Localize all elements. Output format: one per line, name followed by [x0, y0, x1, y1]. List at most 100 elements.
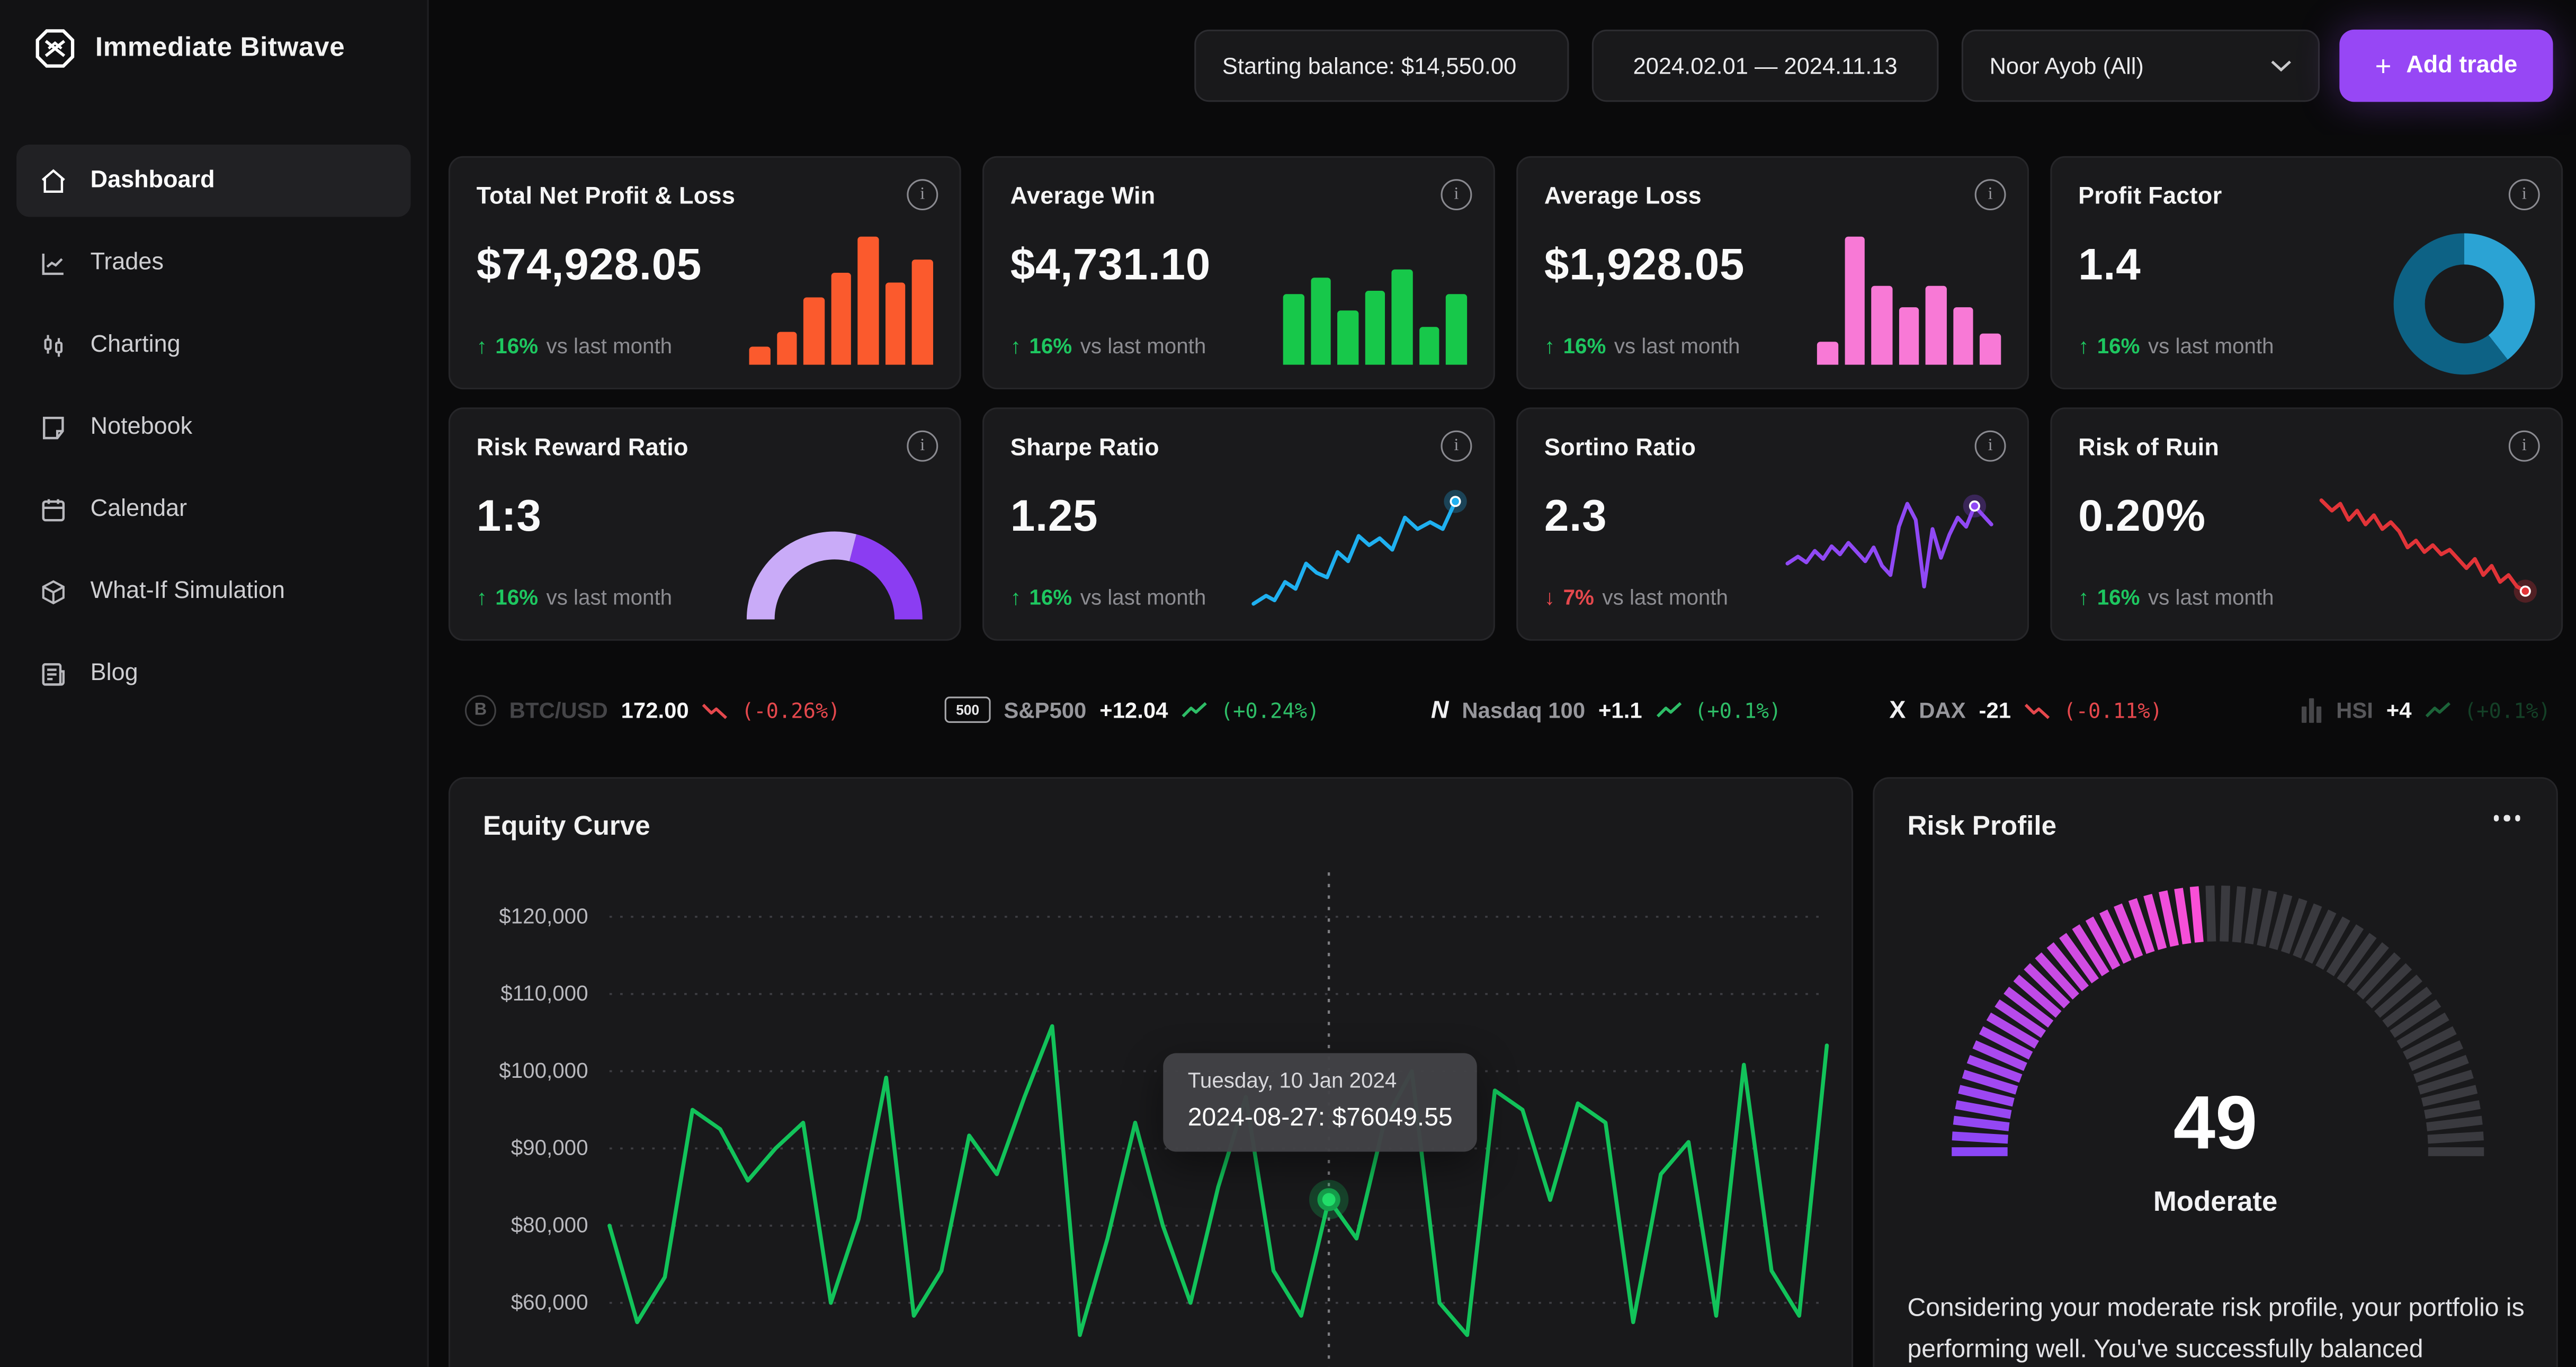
- account-dropdown-label: Noor Ayob (All): [1989, 52, 2144, 79]
- date-range-picker[interactable]: 2024.02.01 — 2024.11.13: [1591, 29, 1939, 102]
- ticker-symbol: Nasdaq 100: [1462, 697, 1586, 722]
- delta-percent: 16%: [1029, 585, 1072, 610]
- ticker-item-hsi: HSI +4 (+0.1%): [2300, 674, 2551, 746]
- card-value: $1,928.05: [1544, 239, 1745, 289]
- sidebar-item-charting[interactable]: Charting: [16, 309, 410, 381]
- delta-note: vs last month: [1080, 585, 1206, 610]
- more-options-icon[interactable]: [2484, 802, 2530, 835]
- info-icon[interactable]: [1974, 179, 2006, 211]
- sidebar-item-blog[interactable]: Blog: [16, 638, 410, 710]
- y-axis-label: $100,000: [499, 1058, 588, 1083]
- delta-note: vs last month: [1080, 333, 1206, 359]
- card-risk-of-ruin: Risk of Ruin 0.20% ↑ 16% vs last month: [2050, 407, 2563, 641]
- date-range-text: 2024.02.01 — 2024.11.13: [1633, 52, 1898, 79]
- mini-bar-chart: [749, 236, 934, 365]
- equity-curve-chart[interactable]: [450, 779, 1853, 1367]
- card-delta: ↑ 16% vs last month: [2078, 334, 2274, 359]
- card-delta: ↑ 16% vs last month: [477, 334, 673, 359]
- arrow-up-icon: ↑: [476, 333, 487, 359]
- ticker-value: -21: [1979, 697, 2011, 722]
- ticker-value: +1.1: [1598, 697, 1642, 722]
- info-icon[interactable]: [1974, 430, 2006, 462]
- sidebar-item-calendar[interactable]: Calendar: [16, 473, 410, 545]
- arrow-up-icon: ↑: [1544, 333, 1555, 359]
- delta-percent: 16%: [1563, 333, 1606, 359]
- card-delta: ↑ 16% vs last month: [477, 585, 673, 610]
- sidebar-item-what-if-simulation[interactable]: What-If Simulation: [16, 555, 410, 627]
- ticker-percent: (-0.11%): [2063, 697, 2163, 722]
- risk-description: Considering your moderate risk profile, …: [1907, 1294, 2525, 1364]
- card-value: 1:3: [476, 491, 542, 541]
- card-sharpe-ratio: Sharpe Ratio 1.25 ↑ 16% vs last month: [982, 407, 1495, 641]
- arrow-up-icon: ↑: [2078, 585, 2089, 610]
- card-risk-reward-ratio: Risk Reward Ratio 1:3 ↑ 16% vs last month: [448, 407, 961, 641]
- nasdaq-icon: N: [1430, 695, 1449, 724]
- starting-balance-pill[interactable]: Starting balance: $14,550.00: [1194, 29, 1569, 102]
- mini-bar-chart: [1817, 236, 2001, 365]
- ticker-symbol: HSI: [2336, 697, 2373, 722]
- sidebar-item-label: Notebook: [90, 414, 193, 441]
- info-icon[interactable]: [907, 179, 938, 211]
- trend-up-icon: [1656, 701, 1681, 717]
- card-value: 0.20%: [2078, 491, 2206, 541]
- card-title: Average Loss: [1544, 184, 1702, 211]
- info-icon[interactable]: [1441, 430, 1472, 462]
- ticker-value: +12.04: [1099, 697, 1168, 722]
- card-title: Total Net Profit & Loss: [476, 184, 736, 211]
- ticker-percent: (+0.1%): [1694, 697, 1782, 722]
- ticker-value: +4: [2386, 697, 2412, 722]
- arrow-up-icon: ↑: [476, 585, 487, 610]
- equity-curve-title: Equity Curve: [483, 811, 650, 842]
- sidebar-item-trades[interactable]: Trades: [16, 227, 410, 299]
- sparkline-chart: [2319, 498, 2537, 603]
- brand: Immediate Bitwave: [33, 26, 345, 71]
- delta-percent: 16%: [495, 585, 539, 610]
- sparkline-chart: [1251, 490, 1467, 606]
- chart-tooltip: Tuesday, 10 Jan 2024 2024-08-27: $76049.…: [1163, 1053, 1478, 1152]
- info-icon[interactable]: [2508, 430, 2540, 462]
- sidebar-item-label: Charting: [90, 332, 181, 359]
- delta-note: vs last month: [2148, 585, 2274, 610]
- delta-note: vs last month: [546, 585, 673, 610]
- cube-icon: [42, 579, 65, 604]
- trend-down-icon: [702, 703, 728, 719]
- card-title: Sharpe Ratio: [1010, 435, 1159, 462]
- risk-level: Moderate: [2153, 1186, 2278, 1218]
- y-axis-label: $110,000: [500, 980, 588, 1006]
- calendar-icon: [42, 498, 65, 521]
- ticker-percent: (+0.1%): [2464, 697, 2551, 722]
- donut-chart: [2393, 233, 2535, 375]
- account-dropdown[interactable]: Noor Ayob (All): [1961, 29, 2320, 102]
- card-delta: ↑ 16% vs last month: [2078, 585, 2274, 610]
- add-trade-button[interactable]: + Add trade: [2339, 29, 2553, 102]
- starting-balance-text: Starting balance: $14,550.00: [1222, 52, 1517, 79]
- btc-icon: B: [464, 694, 496, 726]
- ticker-item-dax: X DAX -21 (-0.11%): [1889, 674, 2162, 746]
- info-icon[interactable]: [907, 430, 938, 462]
- delta-note: vs last month: [1602, 585, 1729, 610]
- trend-down-icon: [2024, 703, 2050, 719]
- line-chart-icon: [42, 253, 64, 274]
- ticker-item-sp500: 500 S&P500 +12.04 (+0.24%): [944, 674, 1320, 746]
- delta-percent: 16%: [2097, 585, 2140, 610]
- sidebar-item-label: What-If Simulation: [90, 578, 285, 605]
- risk-profile-title: Risk Profile: [1907, 811, 2057, 842]
- add-trade-label: Add trade: [2406, 52, 2518, 79]
- info-icon[interactable]: [1441, 179, 1472, 211]
- ticker-symbol: S&P500: [1004, 697, 1087, 722]
- arrow-up-icon: ↑: [1010, 333, 1021, 359]
- sidebar-item-label: Calendar: [90, 496, 187, 523]
- market-ticker: B BTC/USD 172.00 (-0.26%) 500 S&P500 +12…: [449, 674, 2563, 746]
- card-sortino-ratio: Sortino Ratio 2.3 ↓ 7% vs last month: [1516, 407, 2029, 641]
- card-delta: ↑ 16% vs last month: [1010, 334, 1206, 359]
- blog-icon: [42, 662, 65, 685]
- sparkline-chart: [1785, 494, 1993, 588]
- info-icon[interactable]: [2508, 179, 2540, 211]
- candlestick-icon: [44, 334, 63, 356]
- sidebar-item-notebook[interactable]: Notebook: [16, 391, 410, 463]
- notebook-icon: [43, 416, 64, 439]
- sidebar-item-dashboard[interactable]: Dashboard: [16, 144, 411, 217]
- arrow-up-icon: ↑: [1010, 585, 1021, 610]
- card-title: Risk of Ruin: [2078, 435, 2220, 462]
